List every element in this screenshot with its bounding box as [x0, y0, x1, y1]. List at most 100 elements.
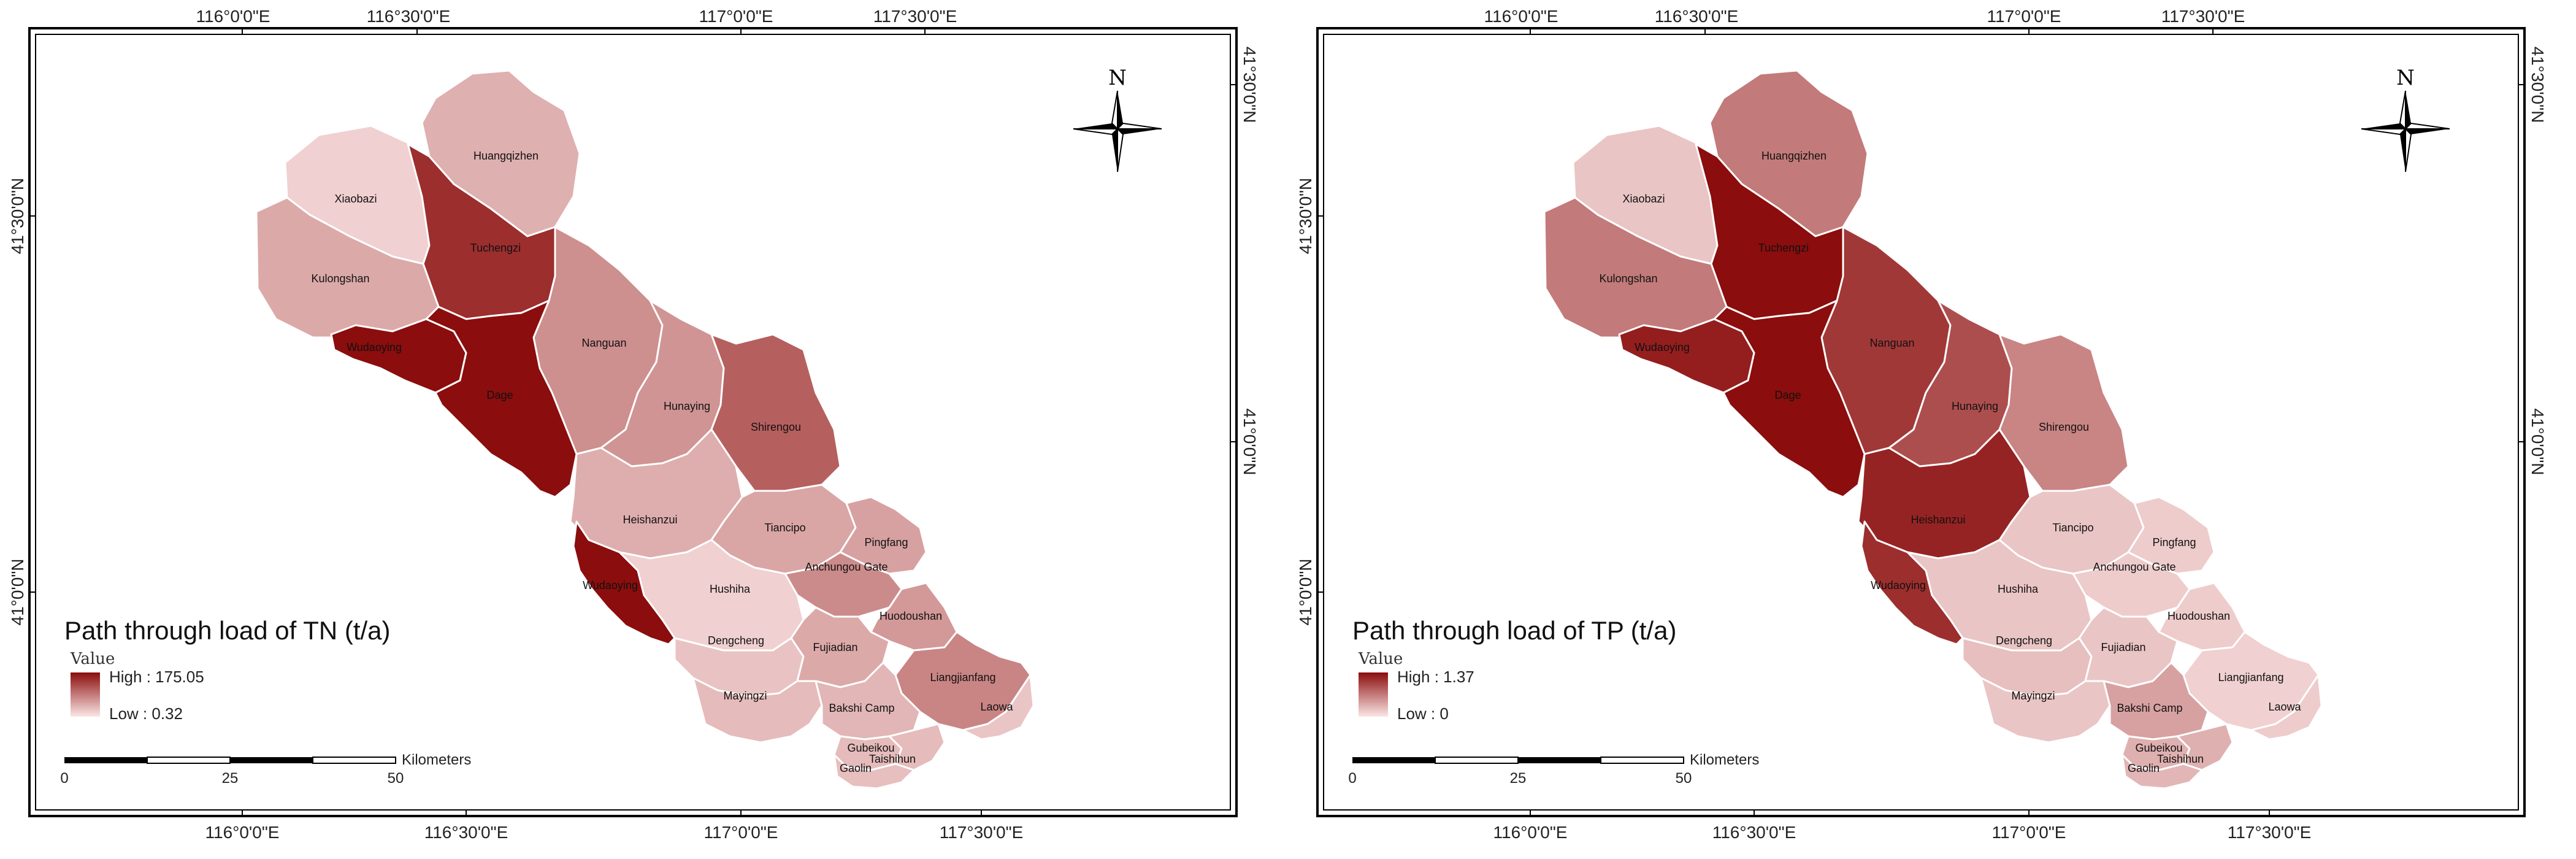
region-label: Nanguan — [1869, 337, 1914, 349]
region-label: Dengcheng — [708, 634, 764, 647]
bottom-tick-label: 116°30'0"E — [1712, 823, 1796, 842]
bottom-tick-label: 117°30'0"E — [940, 823, 1024, 842]
bottom-tick-label: 116°0'0"E — [1493, 823, 1568, 842]
region-label: Pingfang — [864, 536, 908, 549]
region-label: Huodoushan — [2168, 610, 2230, 622]
region-label: Fujiadian — [813, 641, 857, 653]
region-label: Nanguan — [581, 337, 626, 349]
region-label: Anchungou Gate — [2093, 561, 2175, 573]
region-gaolin — [2121, 753, 2203, 790]
region-label: Laowa — [980, 701, 1013, 713]
scale-label: 50 — [1676, 770, 1692, 787]
region-label: Gubeikou — [2135, 742, 2182, 754]
legend-high: High : 175.05 — [109, 668, 204, 686]
region-label: Hunaying — [1952, 400, 1998, 412]
region-label: Gaolin — [840, 762, 872, 774]
legend-color-ramp — [71, 672, 100, 717]
right-tick-label: 41°30'0"N — [2528, 47, 2547, 123]
scale-label: 0 — [60, 770, 68, 787]
region-label: Gaolin — [2128, 762, 2160, 774]
region-label: Huangqizhen — [1761, 150, 1827, 162]
region-label: Wudaoying — [1635, 341, 1690, 353]
legend-low: Low : 0.32 — [109, 704, 183, 723]
scale-unit: Kilometers — [402, 752, 471, 768]
region-label: Xiaobazi — [1622, 193, 1665, 205]
region-label: Anchungou Gate — [805, 561, 887, 573]
region-laowa — [962, 674, 1035, 741]
region-label: Laowa — [2268, 701, 2301, 713]
map-panel-tp: 116°0'0"E 116°30'0"E 117°0'0"E 117°30'0"… — [1288, 0, 2576, 859]
legend-title: Path through load of TP (t/a) — [1352, 616, 1676, 645]
legend-title: Path through load of TN (t/a) — [64, 616, 391, 645]
north-label: N — [2396, 66, 2415, 90]
region-label: Wudaoying — [583, 579, 638, 591]
region-taishihun — [888, 723, 946, 771]
map-figure: 116°0'0"E 116°30'0"E 117°0'0"E 117°30'0"… — [1296, 7, 2547, 842]
region-label: Hushiha — [1998, 583, 2039, 595]
region-label: Dage — [486, 389, 513, 401]
bottom-tick-label: 117°30'0"E — [2228, 823, 2312, 842]
map-frame-outer — [28, 27, 1238, 817]
left-tick-label: 41°30'0"N — [8, 178, 27, 255]
region-label: Mayingzi — [2011, 690, 2055, 702]
region-label: Hushiha — [710, 583, 751, 595]
region-label: Heishanzui — [623, 514, 677, 526]
legend-high: High : 1.37 — [1397, 668, 1474, 686]
left-tick-label: 41°0'0"N — [1296, 559, 1315, 626]
top-tick-label: 117°30'0"E — [2161, 7, 2245, 26]
map-panel-tn: 116°0'0"E 116°30'0"E 117°0'0"E 117°30'0"… — [8, 7, 1259, 842]
scale-label: 25 — [1510, 770, 1527, 787]
legend-value-label: Value — [1358, 650, 1403, 668]
region-label: Gubeikou — [847, 742, 894, 754]
legend-color-ramp — [1359, 672, 1388, 717]
top-tick-label: 116°30'0"E — [367, 7, 451, 26]
region-label: Pingfang — [2152, 536, 2196, 549]
region-dage — [1713, 299, 1866, 498]
region-dage — [425, 299, 578, 498]
scale-label: 25 — [222, 770, 239, 787]
legend-value-label: Value — [70, 650, 115, 668]
region-label: Fujiadian — [2101, 641, 2145, 653]
north-arrow: N — [2361, 66, 2450, 172]
region-laowa — [2250, 674, 2323, 741]
region-label: Xiaobazi — [334, 193, 377, 205]
left-tick-label: 41°30'0"N — [1296, 178, 1315, 255]
bottom-tick-label: 117°0'0"E — [1992, 823, 2066, 842]
left-tick-label: 41°0'0"N — [8, 559, 27, 626]
legend: Path through load of TN (t/a) Value High… — [64, 616, 391, 723]
scale-bar: 0 25 50 Kilometers — [1348, 752, 1759, 787]
region-pingfang — [839, 496, 927, 575]
right-tick-label: 41°30'0"N — [1240, 47, 1259, 123]
region-bakshi-camp — [2103, 661, 2209, 741]
region-label: Kulongshan — [1599, 272, 1657, 285]
region-taishihun — [2176, 723, 2234, 771]
region-label: Dengcheng — [1996, 634, 2052, 647]
graticule-ticks — [1317, 28, 2524, 816]
scale-unit: Kilometers — [1690, 752, 1759, 768]
bottom-tick-label: 117°0'0"E — [704, 823, 778, 842]
region-label: Taishihun — [869, 753, 916, 765]
region-label: Tiancipo — [764, 522, 805, 534]
region-label: Tiancipo — [2052, 522, 2093, 534]
top-tick-label: 116°0'0"E — [196, 7, 270, 26]
region-label: Huodoushan — [880, 610, 942, 622]
top-tick-label: 117°0'0"E — [1987, 7, 2061, 26]
region-label: Heishanzui — [1911, 514, 1965, 526]
top-tick-label: 116°0'0"E — [1484, 7, 1558, 26]
bottom-tick-label: 116°30'0"E — [424, 823, 508, 842]
region-label: Shirengou — [751, 421, 801, 433]
north-arrow: N — [1073, 66, 1162, 172]
right-tick-label: 41°0'0"N — [1240, 409, 1259, 476]
north-label: N — [1108, 66, 1127, 90]
region-label: Dage — [1774, 389, 1801, 401]
region-label: Tuchengzi — [470, 242, 521, 254]
region-label: Liangjianfang — [930, 671, 995, 684]
region-pingfang — [2127, 496, 2215, 575]
region-label: Hunaying — [664, 400, 710, 412]
map-figure: 116°0'0"E 116°30'0"E 117°0'0"E 117°30'0"… — [8, 7, 1259, 842]
region-gaolin — [833, 753, 915, 790]
region-label: Liangjianfang — [2218, 671, 2283, 684]
map-frame-outer — [1316, 27, 2526, 817]
right-tick-label: 41°0'0"N — [2528, 409, 2547, 476]
region-label: Huangqizhen — [473, 150, 539, 162]
